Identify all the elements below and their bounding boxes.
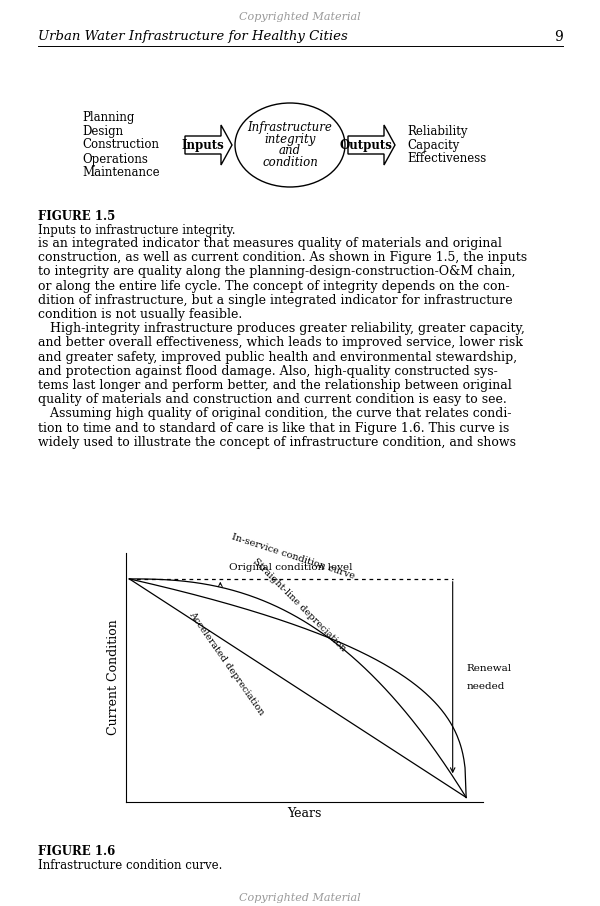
Text: condition: condition bbox=[262, 157, 318, 169]
Text: In-service condition curve: In-service condition curve bbox=[230, 533, 356, 581]
Ellipse shape bbox=[235, 103, 345, 187]
Text: quality of materials and construction and current condition is easy to see.: quality of materials and construction an… bbox=[38, 393, 507, 406]
Text: Design: Design bbox=[82, 124, 123, 138]
Text: to integrity are quality along the planning-design-construction-O&M chain,: to integrity are quality along the plann… bbox=[38, 265, 515, 278]
Text: or along the entire life cycle. The concept of integrity depends on the con-: or along the entire life cycle. The conc… bbox=[38, 280, 509, 293]
Text: Renewal: Renewal bbox=[466, 664, 511, 673]
Text: dition of infrastructure, but a single integrated indicator for infrastructure: dition of infrastructure, but a single i… bbox=[38, 294, 512, 307]
Text: tion to time and to standard of care is like that in Figure 1.6. This curve is: tion to time and to standard of care is … bbox=[38, 421, 509, 435]
Text: Assuming high quality of original condition, the curve that relates condi-: Assuming high quality of original condit… bbox=[38, 408, 511, 420]
Text: Urban Water Infrastructure for Healthy Cities: Urban Water Infrastructure for Healthy C… bbox=[38, 30, 348, 43]
Text: Infrastructure: Infrastructure bbox=[248, 120, 332, 133]
Text: High-integrity infrastructure produces greater reliability, greater capacity,: High-integrity infrastructure produces g… bbox=[38, 323, 525, 335]
Text: Inputs to infrastructure integrity.: Inputs to infrastructure integrity. bbox=[38, 224, 235, 237]
Text: Copyrighted Material: Copyrighted Material bbox=[239, 893, 361, 903]
Text: 9: 9 bbox=[554, 30, 563, 44]
Text: Straight-line depreciation: Straight-line depreciation bbox=[251, 556, 347, 653]
Polygon shape bbox=[348, 125, 395, 165]
Text: Operations: Operations bbox=[82, 152, 148, 166]
Text: and: and bbox=[279, 144, 301, 158]
Text: FIGURE 1.5: FIGURE 1.5 bbox=[38, 210, 115, 223]
Y-axis label: Current Condition: Current Condition bbox=[107, 620, 121, 735]
Text: Infrastructure condition curve.: Infrastructure condition curve. bbox=[38, 859, 223, 872]
Text: Copyrighted Material: Copyrighted Material bbox=[239, 12, 361, 22]
Text: Inputs: Inputs bbox=[182, 139, 224, 151]
Text: Accelerated depreciation: Accelerated depreciation bbox=[187, 610, 265, 718]
Text: and better overall effectiveness, which leads to improved service, lower risk: and better overall effectiveness, which … bbox=[38, 336, 523, 350]
Text: and protection against flood damage. Also, high-quality constructed sys-: and protection against flood damage. Als… bbox=[38, 365, 498, 378]
Text: Outputs: Outputs bbox=[340, 139, 392, 151]
Text: FIGURE 1.6: FIGURE 1.6 bbox=[38, 845, 115, 858]
Text: needed: needed bbox=[466, 682, 505, 690]
Text: Original condition level: Original condition level bbox=[229, 564, 353, 573]
Text: Planning: Planning bbox=[82, 111, 134, 123]
X-axis label: Years: Years bbox=[287, 807, 322, 820]
Text: Reliability: Reliability bbox=[407, 124, 467, 138]
Text: is an integrated indicator that measures quality of materials and original: is an integrated indicator that measures… bbox=[38, 237, 502, 250]
Text: Effectiveness: Effectiveness bbox=[407, 152, 486, 166]
Text: condition is not usually feasible.: condition is not usually feasible. bbox=[38, 308, 242, 321]
Text: tems last longer and perform better, and the relationship between original: tems last longer and perform better, and… bbox=[38, 379, 512, 392]
Text: Capacity: Capacity bbox=[407, 139, 459, 151]
Text: widely used to illustrate the concept of infrastructure condition, and shows: widely used to illustrate the concept of… bbox=[38, 436, 516, 448]
Polygon shape bbox=[185, 125, 232, 165]
Text: and greater safety, improved public health and environmental stewardship,: and greater safety, improved public heal… bbox=[38, 351, 517, 363]
Text: integrity: integrity bbox=[265, 132, 316, 146]
Text: construction, as well as current condition. As shown in Figure 1.5, the inputs: construction, as well as current conditi… bbox=[38, 251, 527, 265]
Text: Maintenance: Maintenance bbox=[82, 167, 160, 179]
Text: Construction: Construction bbox=[82, 139, 159, 151]
